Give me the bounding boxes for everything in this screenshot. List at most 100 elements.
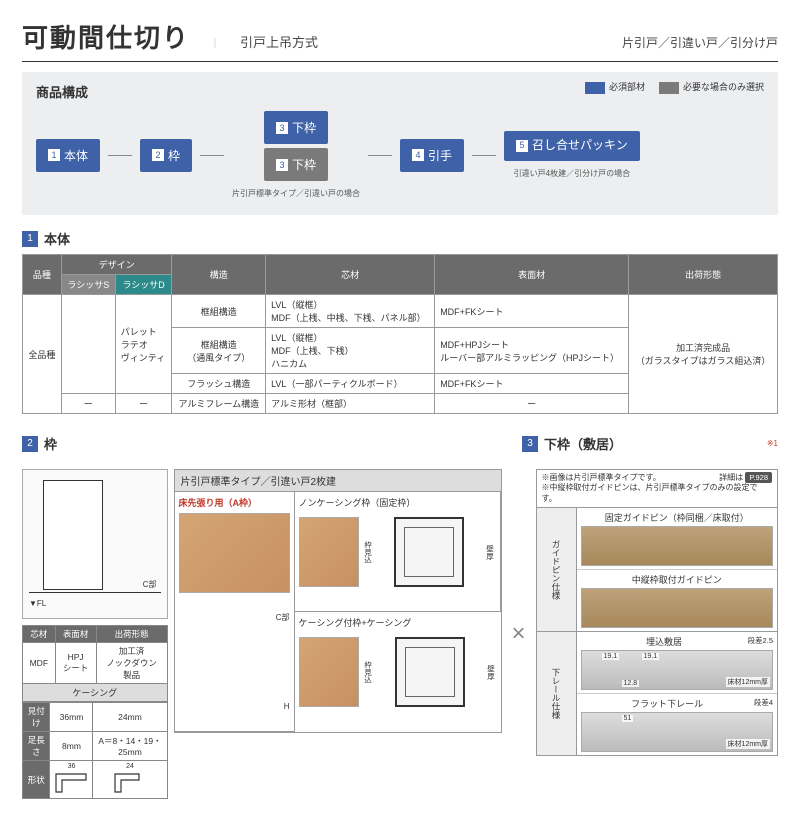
page-header: 可動間仕切り ｜ 引戸上吊方式 片引戸／引違い戸／引分け戸: [22, 18, 778, 62]
td: HPJ シート: [55, 643, 96, 684]
th-s: ラシッサS: [61, 275, 115, 295]
th-design: デザイン: [61, 255, 172, 275]
dim: 36: [54, 763, 88, 770]
legend-required: 必須部材: [609, 82, 645, 92]
td: 8mm: [50, 732, 93, 761]
td-surf: ー: [435, 394, 629, 414]
side-label: 枠見込: [363, 661, 374, 684]
legend: 必須部材 必要な場合のみ選択: [585, 80, 764, 94]
section-note: ※1: [767, 439, 778, 448]
dim: 段差4: [754, 697, 773, 712]
side-label: 枠見込: [363, 541, 374, 564]
td: MDF: [23, 643, 56, 684]
frame-cell-a: 床先張り用（A枠） C部 H: [175, 492, 295, 732]
sill-thumb: 51 床材12mm厚: [581, 712, 773, 752]
td-d2: ー: [115, 394, 172, 414]
sill-group-1: ガイドピン仕様 固定ガイドピン（枠同梱／床取付） 中縦枠取付ガイドピン: [537, 507, 777, 631]
legend-optional: 必要な場合のみ選択: [683, 82, 764, 92]
dim: 19.1: [602, 653, 620, 660]
flow-label: 召し合せパッキン: [532, 139, 628, 152]
swatch-optional: [659, 82, 679, 94]
flow-note-5: 引違い戸4枚建／引分け戸の場合: [514, 168, 630, 179]
flow-col-5: 5 召し合せパッキン 引違い戸4枚建／引分け戸の場合: [504, 131, 640, 178]
door-diagram: ▼FL C部: [22, 469, 168, 619]
td-d: パレット ラテオ ヴィンティ: [115, 295, 172, 394]
door-rect: [43, 480, 103, 590]
th-kind: 品種: [23, 255, 62, 295]
page-title: 可動間仕切り: [22, 18, 190, 55]
th: 出荷形態: [96, 626, 167, 643]
flow-num: 4: [412, 149, 424, 161]
flow-note-3: 片引戸標準タイプ／引違い戸の場合: [232, 188, 360, 199]
sill-item-title: 中縦枠取付ガイドピン: [581, 573, 773, 586]
shape-24: 24: [93, 761, 167, 799]
profile-icon: [54, 772, 88, 794]
flow-diagram: 1 本体 2枠 3下枠 3下枠 片引戸標準タイプ／引違い戸の場合 4 引手 5 召し合…: [36, 111, 764, 199]
flow-box-5: 5 召し合せパッキン: [504, 131, 640, 160]
td-surf: MDF+FKシート: [435, 295, 629, 328]
td: 36mm: [50, 703, 93, 732]
thumb-door: [179, 513, 290, 593]
frame-cell-kc: ケーシング付枠+ケーシング 枠見込 壁厚: [295, 612, 501, 732]
td-s2: ー: [61, 394, 115, 414]
cell-title-nk: ノンケーシング枠（固定枠）: [299, 496, 496, 509]
sill-group-2: 下レール仕様 埋込敷居段差2.5 19.1 19.1 12.8 床材12mm厚: [537, 631, 777, 755]
sill-note-1: ※画像は片引戸標準タイプです。: [542, 473, 661, 483]
sill-note-2: ※中縦枠取付ガイドピンは、片引戸標準タイプのみの設定です。: [542, 483, 772, 504]
cell-title-kc: ケーシング付枠+ケーシング: [299, 616, 497, 629]
sill-item-title: 固定ガイドピン（枠同梱／床取付）: [581, 511, 773, 524]
th: 形状: [23, 761, 50, 799]
h-label: H: [284, 702, 290, 711]
td-struct: フラッシュ構造: [172, 374, 266, 394]
th-surface: 表面材: [435, 255, 629, 295]
side-label: 壁厚: [486, 665, 497, 680]
connector: [368, 155, 392, 156]
sill-item: 固定ガイドピン（枠同梱／床取付）: [577, 508, 777, 570]
dim: 24: [97, 763, 162, 770]
flow-box-3b: 3下枠: [264, 148, 328, 181]
flow-num: 1: [48, 149, 60, 161]
td: 加工済 ノックダウン 製品: [96, 643, 167, 684]
flow-num: 2: [152, 149, 164, 161]
composition-panel: 商品構成 必須部材 必要な場合のみ選択 1本体 2枠 3下枠 3下枠 片引戸標準…: [22, 72, 778, 215]
flow-label: 引手: [428, 147, 452, 164]
th: 足長さ: [23, 732, 50, 761]
td: 24mm: [93, 703, 167, 732]
th-struct: 構造: [172, 255, 266, 295]
section-title: 枠: [44, 434, 57, 453]
flow-box-3a: 3下枠: [264, 111, 328, 144]
sill-item-title: フラット下レール: [581, 697, 754, 710]
multiply-icon: ×: [508, 620, 530, 648]
section-title: 本体: [44, 229, 70, 248]
frame-cell-nk: ノンケーシング枠（固定枠） 枠見込 壁厚: [295, 492, 501, 612]
th: 見付け: [23, 703, 50, 732]
c-part: C部: [276, 612, 290, 623]
spec-table: 品種 デザイン 構造 芯材 表面材 出荷形態 ラシッサS ラシッサD 全品種 パ…: [22, 254, 778, 414]
flow-num: 3: [276, 159, 288, 171]
section-num: 1: [22, 231, 38, 247]
sill-thumb: [581, 526, 773, 566]
td-surf: MDF+FKシート: [435, 374, 629, 394]
shape-36: 36: [50, 761, 93, 799]
dim: 51: [622, 715, 634, 722]
th: 芯材: [23, 626, 56, 643]
flow-box-2: 2枠: [140, 139, 192, 172]
td-struct: アルミフレーム構造: [172, 394, 266, 414]
flow-col-3: 3下枠 3下枠 片引戸標準タイプ／引違い戸の場合: [232, 111, 360, 199]
section-num: 3: [522, 436, 538, 452]
td-kind: 全品種: [23, 295, 62, 414]
th: 表面材: [55, 626, 96, 643]
section-1-head: 1 本体: [22, 229, 778, 248]
th-ship: 出荷形態: [629, 255, 778, 295]
casing-title: ケーシング: [22, 684, 168, 702]
td-core: LVL（縦框） MDF（上桟、下桟） ハニカム: [266, 328, 435, 374]
td-core: LVL（一部パーティクルボード）: [266, 374, 435, 394]
section-2-head: 2 枠: [22, 434, 516, 453]
sill-item: 中縦枠取付ガイドピン: [577, 570, 777, 631]
casing-table: 見付け36mm24mm 足長さ8mmA＝8・14・19・25mm 形状 36 2…: [22, 702, 168, 799]
flow-label: 本体: [64, 147, 88, 164]
td-struct: 框組構造: [172, 295, 266, 328]
td-core: アルミ形材（框部）: [266, 394, 435, 414]
th-core: 芯材: [266, 255, 435, 295]
flow-num: 5: [516, 140, 528, 152]
